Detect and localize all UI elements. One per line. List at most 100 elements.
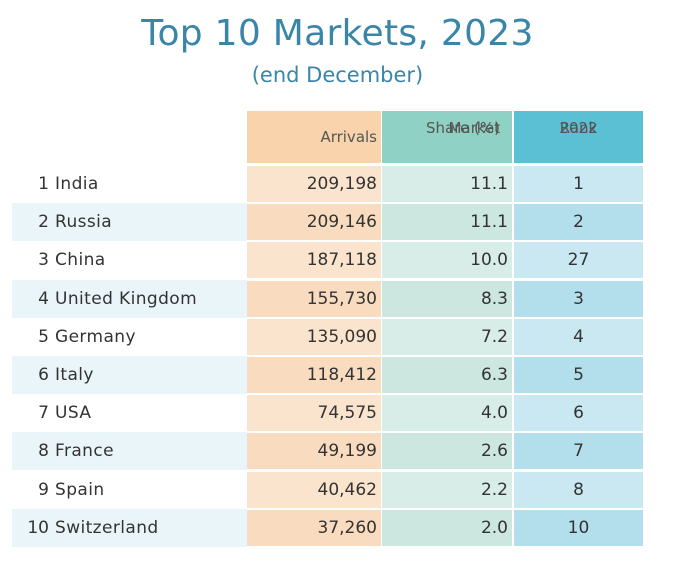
market-share-value: 11.1 [470, 174, 508, 194]
row-number: 6 [38, 365, 49, 385]
country-cell: 9 Spain [12, 471, 247, 509]
country-cell: 1 India [12, 165, 247, 203]
market-share-value: 10.0 [470, 250, 508, 271]
row-number: 9 [38, 479, 49, 500]
table-row: 9 Spain 40,462 2.2 8 [12, 471, 643, 509]
market-share-value: 11.1 [470, 212, 508, 233]
row-band [12, 279, 247, 318]
header-arrivals: Arrivals [247, 111, 381, 163]
header-rank-label: Rank 2022 [514, 114, 643, 137]
market-share-cell: 7.2 [382, 318, 512, 355]
country-name: Switzerland [55, 517, 159, 538]
row-band [12, 356, 247, 394]
arrivals-cell: 209,146 [247, 204, 381, 241]
header-share-line2: Share (%) [425, 119, 500, 137]
country-name: United Kingdom [55, 288, 198, 309]
arrivals-value: 135,090 [306, 326, 377, 347]
country-cell: 4 United Kingdom [12, 280, 247, 318]
row-number: 1 [38, 174, 49, 194]
row-number: 8 [38, 441, 49, 462]
header-rank-2022: Rank 2022 [514, 111, 643, 163]
market-share-value: 7.2 [480, 326, 508, 347]
table-row: 7 USA 74,575 4.0 6 [12, 394, 643, 432]
arrivals-cell: 135,090 [247, 318, 381, 355]
country-cell: 8 France [12, 432, 247, 470]
market-share-value: 4.0 [480, 403, 508, 424]
rank-value: 1 [573, 174, 584, 194]
table-row: 2 Russia 209,146 11.1 2 [12, 203, 643, 242]
country-cell: 5 Germany [12, 318, 247, 356]
country-name: France [55, 441, 114, 462]
header-share-line1: Market [448, 119, 500, 137]
table-row: 6 Italy 118,412 6.3 5 [12, 356, 643, 394]
header-market-share: Market Share (%) [382, 111, 512, 163]
rank-cell: 1 [514, 166, 643, 202]
row-band [12, 508, 247, 547]
arrivals-cell: 187,118 [247, 242, 381, 279]
market-share-cell: 11.1 [382, 204, 512, 241]
row-number: 3 [38, 250, 49, 271]
table-row: 10 Switzerland 37,260 2.0 10 [12, 508, 643, 547]
country-name: Italy [55, 365, 94, 385]
market-share-cell: 2.6 [382, 433, 512, 470]
country-cell: 6 Italy [12, 356, 247, 394]
arrivals-cell: 209,198 [247, 166, 381, 202]
market-share-cell: 10.0 [382, 242, 512, 279]
header-rank-line1: Rank [559, 119, 598, 137]
rank-cell: 7 [514, 433, 643, 470]
arrivals-cell: 118,412 [247, 357, 381, 393]
country-name: USA [55, 403, 92, 424]
rank-value: 4 [573, 326, 584, 347]
market-share-cell: 2.2 [382, 471, 512, 508]
arrivals-value: 74,575 [317, 403, 377, 424]
rank-value: 7 [573, 441, 584, 462]
market-share-cell: 2.0 [382, 509, 512, 546]
row-number: 4 [38, 288, 49, 309]
rank-value: 3 [573, 288, 584, 309]
rank-cell: 5 [514, 357, 643, 393]
arrivals-cell: 155,730 [247, 280, 381, 317]
market-share-value: 2.0 [480, 517, 508, 538]
country-cell: 10 Switzerland [12, 509, 247, 547]
rank-cell: 3 [514, 280, 643, 317]
arrivals-value: 49,199 [317, 441, 377, 462]
table-row: 4 United Kingdom 155,730 8.3 3 [12, 279, 643, 318]
country-name: Germany [55, 326, 136, 347]
arrivals-value: 209,146 [306, 212, 377, 233]
rank-value: 27 [567, 250, 590, 271]
arrivals-value: 37,260 [317, 517, 377, 538]
rank-value: 10 [567, 517, 590, 538]
country-name: Spain [55, 479, 105, 500]
rank-cell: 27 [514, 242, 643, 279]
market-share-cell: 11.1 [382, 166, 512, 202]
rank-value: 2 [573, 212, 584, 233]
market-share-value: 2.2 [480, 479, 508, 500]
arrivals-value: 187,118 [306, 250, 377, 271]
market-share-value: 6.3 [480, 365, 508, 385]
row-number: 7 [38, 403, 49, 424]
table-row: 5 Germany 135,090 7.2 4 [12, 318, 643, 356]
rank-cell: 2 [514, 204, 643, 241]
rank-value: 5 [573, 365, 584, 385]
market-share-cell: 4.0 [382, 395, 512, 432]
row-number: 5 [38, 326, 49, 347]
rank-cell: 6 [514, 395, 643, 432]
rank-cell: 10 [514, 509, 643, 546]
arrivals-value: 40,462 [317, 479, 377, 500]
arrivals-value: 209,198 [306, 174, 377, 194]
table-row: 8 France 49,199 2.6 7 [12, 432, 643, 471]
table-row: 3 China 187,118 10.0 27 [12, 241, 643, 279]
row-number: 2 [38, 212, 49, 233]
row-number: 10 [27, 517, 49, 538]
market-share-cell: 8.3 [382, 280, 512, 317]
arrivals-cell: 37,260 [247, 509, 381, 546]
country-cell: 7 USA [12, 394, 247, 432]
row-band [12, 432, 247, 471]
page-title: Top 10 Markets, 2023 [141, 13, 534, 54]
arrivals-value: 118,412 [306, 365, 377, 385]
rank-cell: 8 [514, 471, 643, 508]
row-band [12, 203, 247, 242]
arrivals-cell: 40,462 [247, 471, 381, 508]
country-cell: 3 China [12, 241, 247, 279]
country-name: Russia [55, 212, 113, 233]
